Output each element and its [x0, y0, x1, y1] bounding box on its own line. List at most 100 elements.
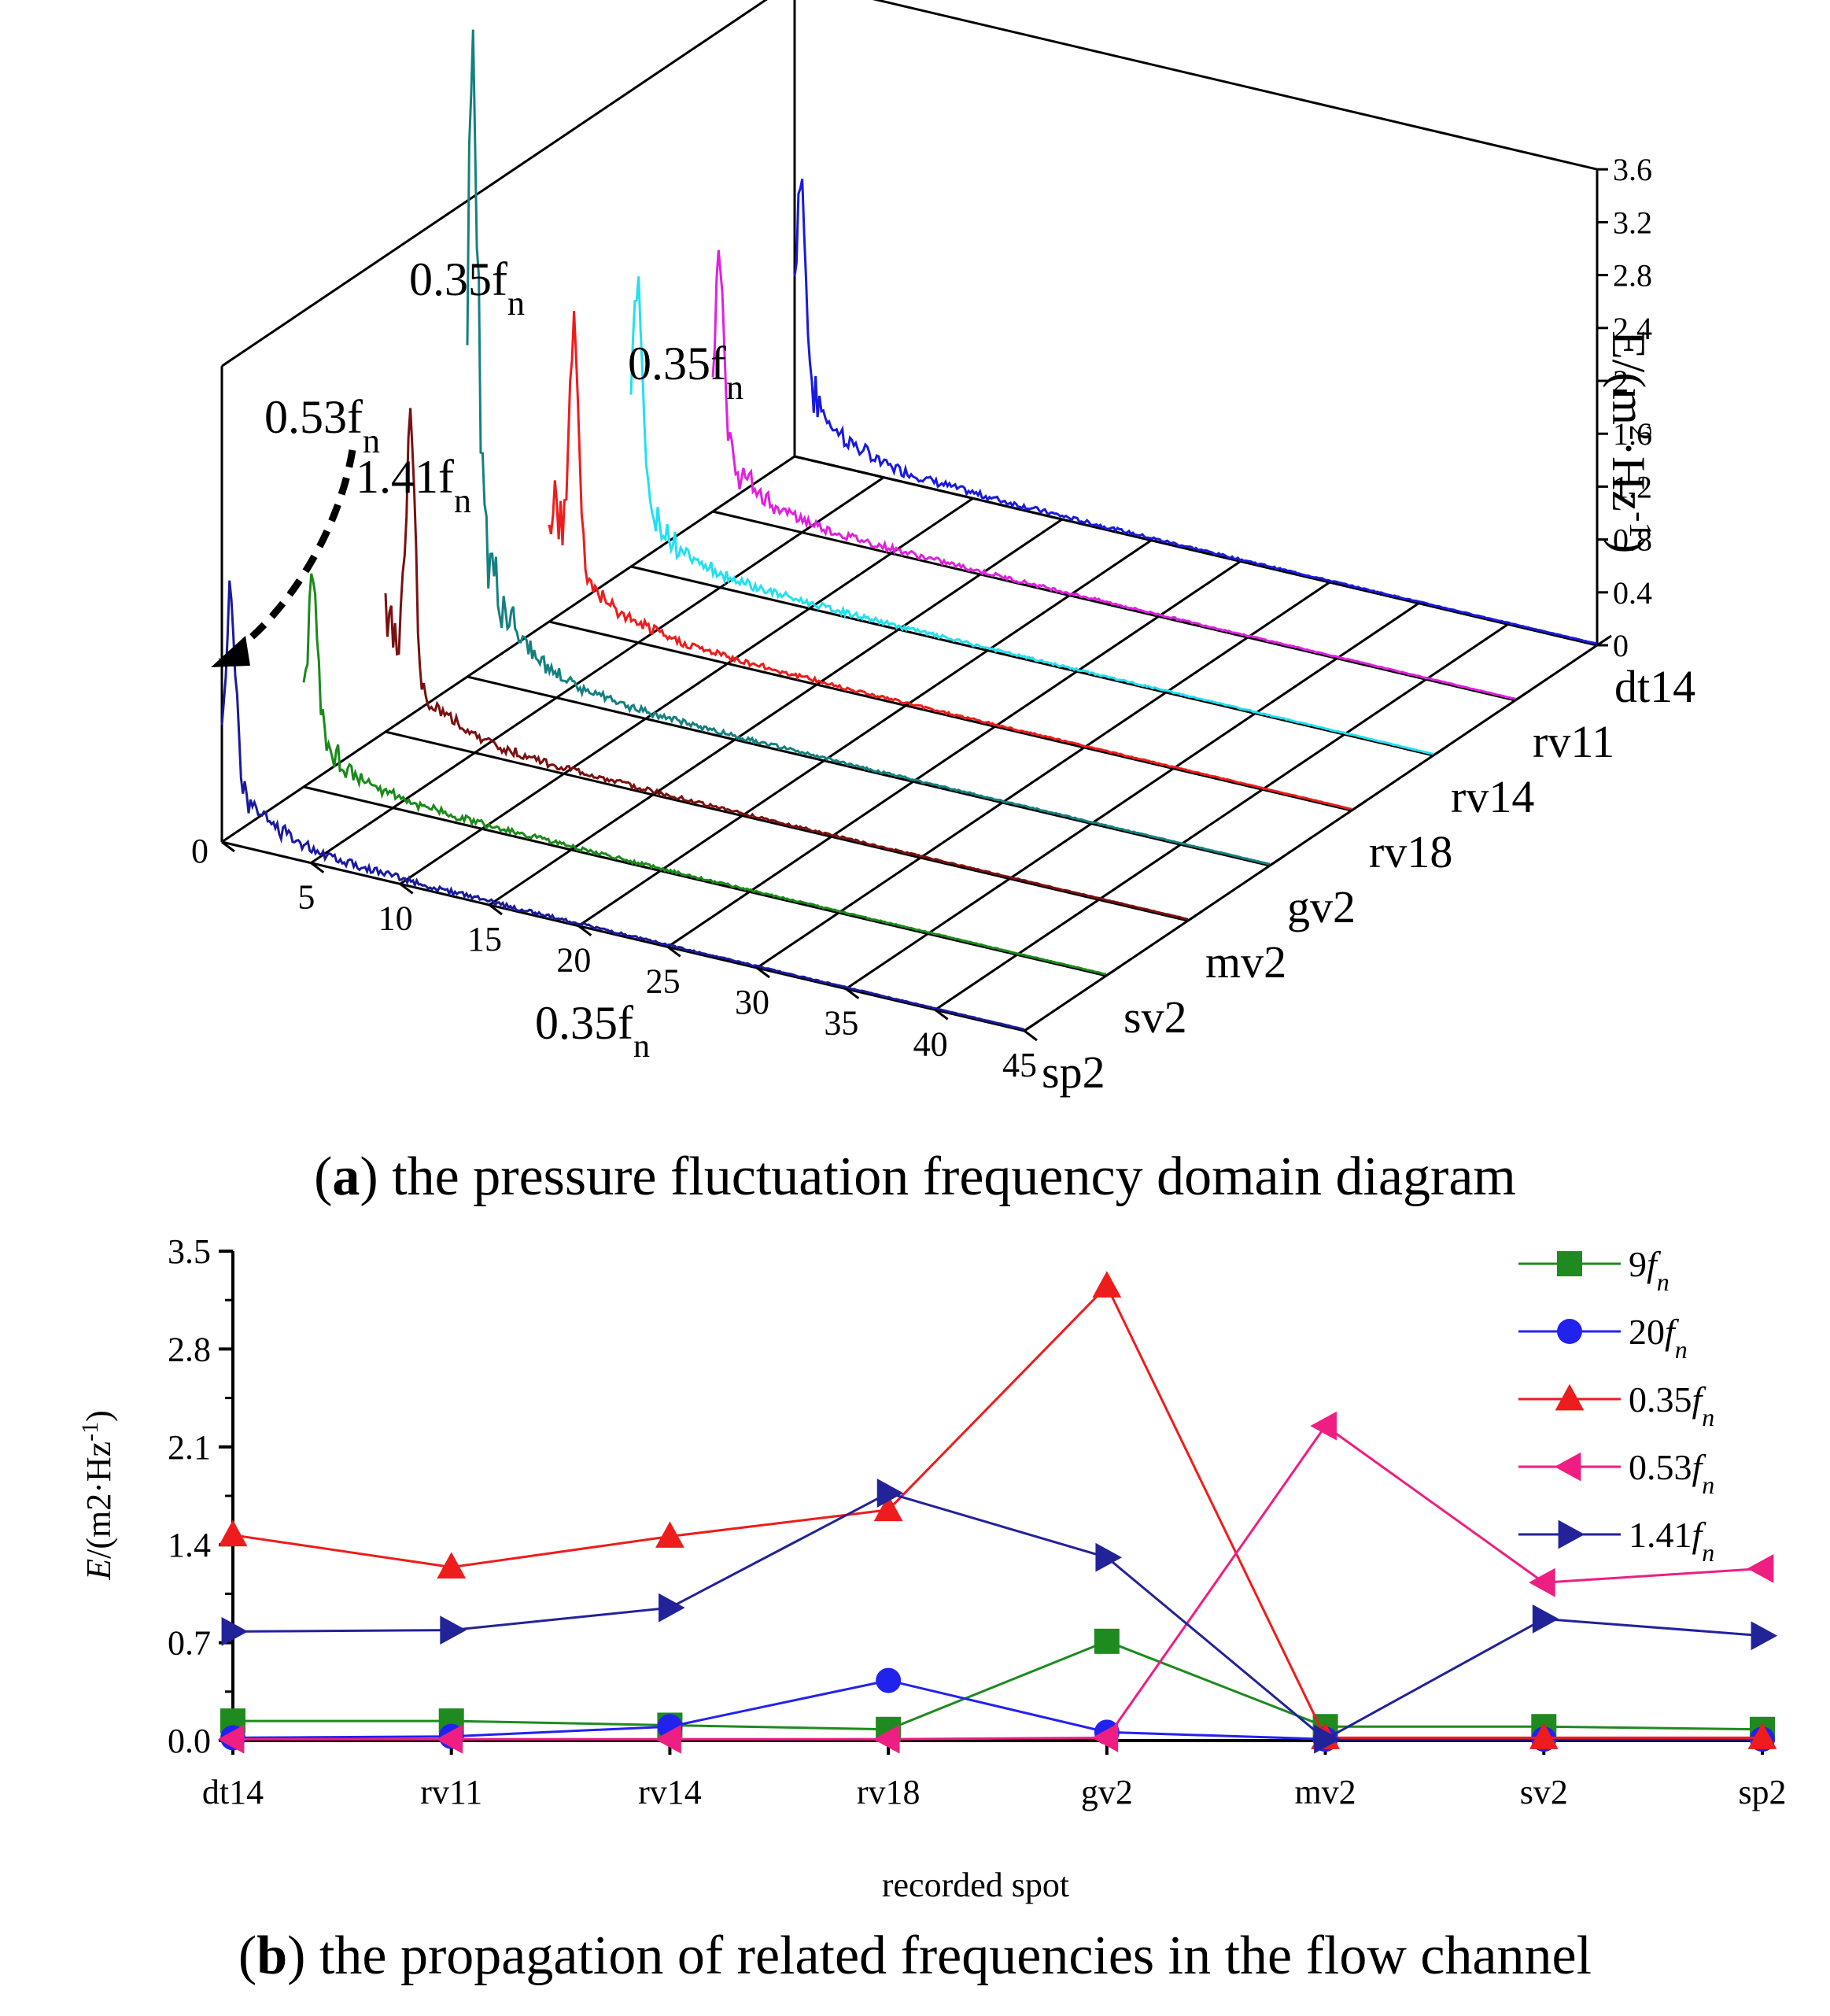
grid-line-spot	[794, 455, 1598, 647]
point-1.41fn-rv14	[659, 1593, 685, 1623]
x-tick-label: dt14	[202, 1773, 264, 1811]
spot-tick-mark	[1596, 634, 1612, 647]
line-chart-axes: 0.0 0.7 1.4 2.1 2.8 3.5 dt14 rv11 rv14 rv18 gv2 mv2…	[168, 1232, 1787, 1811]
x-tick-label: gv2	[1081, 1773, 1133, 1811]
x-tick-label: 20	[556, 941, 591, 980]
point-0.35fn-gv2	[1092, 1271, 1122, 1298]
series-line-1.41fn	[232, 1491, 1763, 1741]
legend-label-0.35fn: 0.35fn	[1629, 1379, 1714, 1431]
x-tick-mark	[221, 840, 235, 853]
point-0.35fn-rv18	[873, 1494, 903, 1522]
spot-label: rv18	[1369, 826, 1452, 877]
legend-marker-1.41fn	[1558, 1519, 1585, 1549]
caption-b: (b) the propagation of related frequenci…	[238, 1926, 1592, 1986]
point-0.35fn-sv2	[1529, 1722, 1559, 1749]
z-tick-label: 0.8	[1613, 522, 1652, 558]
z-tick-label: 3.6	[1613, 152, 1652, 187]
z-tick-label: 0	[1613, 628, 1629, 663]
spot-tick-mark	[1433, 744, 1448, 757]
spot-tick-mark	[1024, 1020, 1039, 1032]
grid-line-freq	[756, 581, 1330, 969]
z-tick-label: 2.8	[1613, 258, 1652, 294]
x-tick-mark	[666, 946, 681, 958]
svg-text:E/(m2·Hz-1): E/(m2·Hz-1)	[77, 1410, 119, 1581]
spot-label: mv2	[1205, 936, 1286, 988]
x-tick-label: 10	[378, 899, 413, 937]
y-tick-label: 2.8	[168, 1330, 211, 1368]
spot-label: rv11	[1533, 716, 1614, 767]
x-tick-label: 25	[646, 962, 681, 1000]
grid-line-spot	[712, 510, 1516, 702]
x-tick-label: 5	[297, 878, 315, 917]
series-line-0.35fn	[232, 1283, 1762, 1739]
y-tick-label: 2.1	[168, 1428, 211, 1467]
point-0.53fn-mv2	[1310, 1411, 1337, 1441]
spot-label: dt14	[1614, 661, 1695, 712]
annotation-0.35fn-gv2: 0.35fn	[409, 253, 525, 323]
grid-line-spot	[630, 565, 1434, 757]
x-tick-mark	[489, 903, 503, 916]
spot-tick-mark	[1187, 910, 1203, 922]
line-chart-legend: 9fn 20fn 0.35fn 0.53fn 1.41fn	[1518, 1244, 1714, 1567]
legend-marker-0.35fn	[1555, 1383, 1585, 1411]
grid-line-freq	[666, 560, 1242, 948]
spectrum-line-sp2	[220, 580, 1025, 1031]
legend-label-9fn: 9fn	[1629, 1244, 1670, 1296]
point-1.41fn-rv18	[876, 1479, 904, 1508]
z-tick-label: 1.2	[1613, 469, 1652, 504]
spectrum-line-rv18	[548, 311, 1352, 810]
x-tick-label: 30	[735, 983, 769, 1021]
y-tick-label: 0.7	[168, 1624, 211, 1663]
x-tick-label: 15	[467, 920, 502, 958]
point-0.53fn-sv2	[1529, 1567, 1555, 1597]
y-tick-label: 0.0	[168, 1722, 211, 1760]
x-tick-label: rv14	[638, 1773, 702, 1811]
spot-tick-mark	[1515, 689, 1530, 702]
panel-b-line-chart: 0.0 0.7 1.4 2.1 2.8 3.5 dt14 rv11 rv14 rv18 gv2 mv2…	[77, 1232, 1787, 1904]
y-tick-label: 3.5	[168, 1232, 211, 1271]
spectrum-line-sv2	[302, 573, 1107, 976]
y-tick-label: 1.4	[168, 1526, 211, 1564]
x-tick-label: mv2	[1294, 1773, 1356, 1811]
grid-line-freq	[845, 602, 1420, 990]
x-tick-label: rv18	[857, 1773, 921, 1811]
spectrum-line-rv14	[629, 276, 1434, 755]
spot-tick-mark	[1105, 965, 1121, 977]
spectrum-line-gv2	[466, 29, 1271, 866]
z-axis-title: E/(m2·Hz-1)	[1603, 330, 1659, 553]
grid-line-freq	[310, 476, 885, 864]
x-tick-mark	[399, 883, 414, 895]
point-20fn-rv18	[876, 1667, 902, 1693]
annotation-0.53fn: 0.53fn	[264, 391, 380, 460]
x-tick-label: 40	[913, 1025, 948, 1063]
z-tick-label: 3.2	[1613, 205, 1652, 240]
x-tick-label: 45	[1002, 1046, 1037, 1084]
grid-line-spot	[221, 840, 1025, 1032]
grid-line-spot	[385, 730, 1189, 922]
point-0.53fn-sp2	[1747, 1554, 1774, 1583]
x-tick-mark	[934, 1009, 949, 1021]
legend-label-1.41fn: 1.41fn	[1629, 1515, 1714, 1567]
y-axis-title-b: E/(m2·Hz-1)	[77, 1410, 119, 1581]
series-line-20fn	[232, 1679, 1762, 1741]
legend-label-20fn: 20fn	[1629, 1312, 1688, 1364]
x-tick-mark	[1024, 1029, 1038, 1042]
x-axis-title-b: recorded spot	[882, 1866, 1069, 1904]
3d-floor-grid	[221, 455, 1598, 1032]
z-tick-label: 0.4	[1613, 575, 1652, 611]
x-tick-mark	[577, 925, 592, 936]
point-0.53fn-gv2	[1091, 1723, 1119, 1752]
x-tick-mark	[756, 966, 770, 979]
x-tick-label: sv2	[1520, 1773, 1568, 1811]
point-0.53fn-dt14	[217, 1724, 245, 1754]
spectrum-line-mv2	[384, 408, 1189, 921]
spot-label: sp2	[1042, 1047, 1105, 1098]
x-tick-label: 35	[824, 1004, 858, 1043]
3d-spectra-lines	[220, 29, 1598, 1031]
point-1.41fn-sv2	[1532, 1604, 1559, 1634]
grid-line-spot	[467, 675, 1271, 867]
z-tick-label: 2.4	[1613, 311, 1652, 346]
z-tick-label: 1.6	[1613, 416, 1652, 452]
top-left-edge	[221, 0, 768, 367]
point-1.41fn-mv2	[1314, 1724, 1341, 1754]
